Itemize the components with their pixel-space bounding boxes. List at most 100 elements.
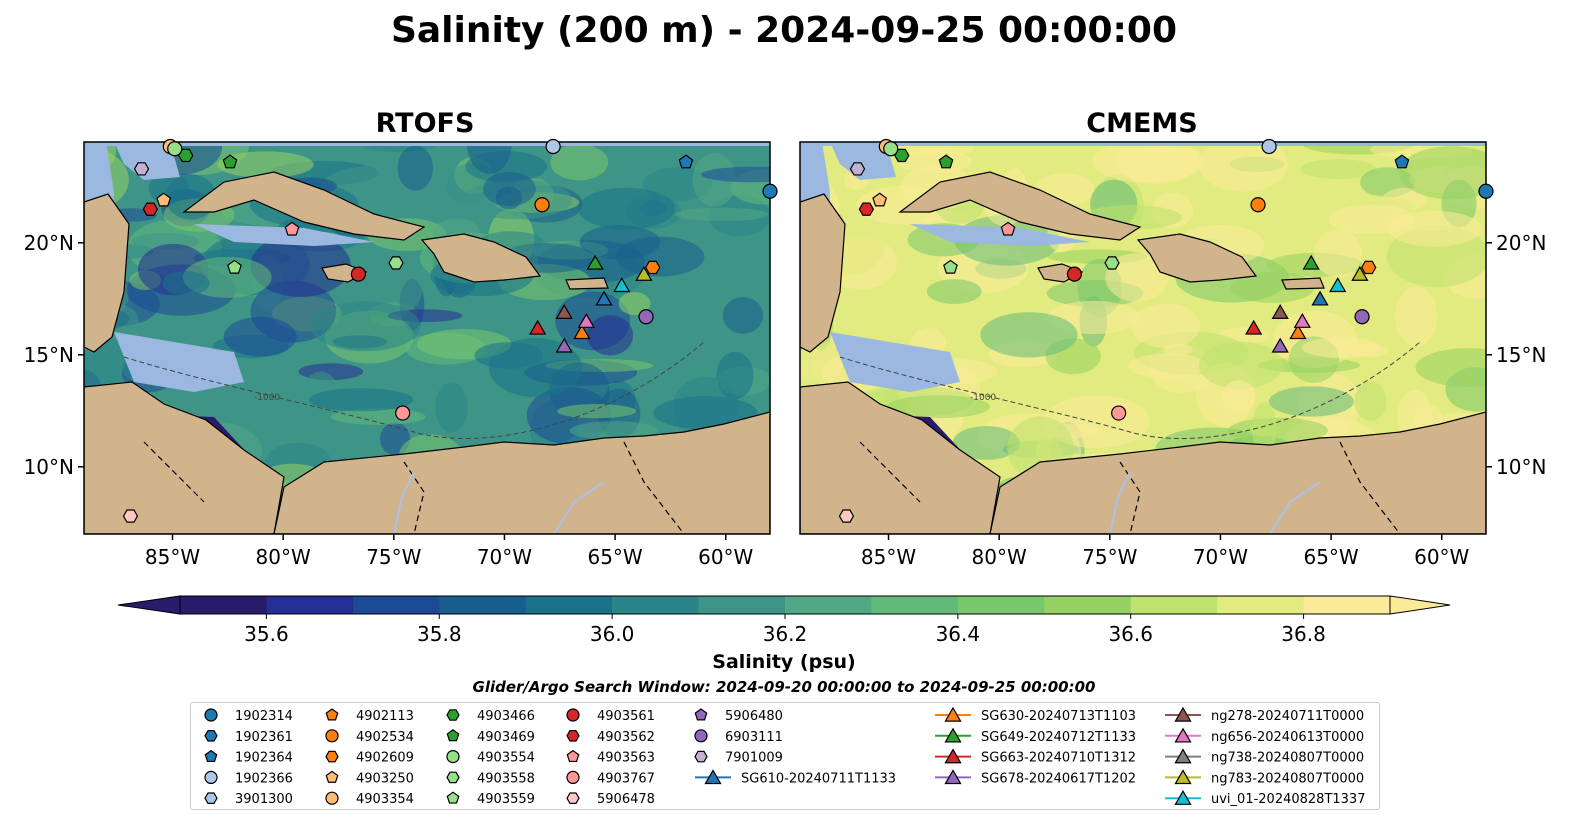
sg610-20240711t1133-marker <box>595 290 613 306</box>
sg663-20240710t1312-legend-marker <box>944 748 962 764</box>
1902366-marker <box>545 138 561 155</box>
legend-item: SG649-20240712T1133 <box>935 727 1136 745</box>
salinity-eddy <box>309 301 421 352</box>
legend-item: 4903250 <box>325 770 414 786</box>
colorbar-tick-label: 36.2 <box>763 622 808 646</box>
legend-label: 6903111 <box>725 730 783 745</box>
x-tick-label: 60°W <box>698 545 753 569</box>
4903563-marker <box>1000 221 1016 236</box>
legend-label: SG663-20240710T1312 <box>981 751 1136 766</box>
x-tick-label: 75°W <box>366 545 421 569</box>
5906480-legend-marker <box>694 708 708 721</box>
legend-label: 5906480 <box>725 709 783 724</box>
4903558-marker <box>388 256 404 270</box>
legend-label: ng278-20240711T0000 <box>1211 709 1364 724</box>
ng656-20240613t0000-marker <box>1293 313 1311 328</box>
rtofs-panel-title: RTOFS <box>376 108 475 139</box>
sg663-20240710t1312-marker <box>1245 319 1263 335</box>
4902534-legend-marker <box>325 729 339 743</box>
legend-label: 4903563 <box>597 751 655 766</box>
cmems-panel: CMEMS -1000 85°W 80°W 75°W 70°W 65°W 60°W 10°N 1… <box>799 108 1546 569</box>
salinity-eddy <box>1058 369 1140 393</box>
salinity-eddy <box>653 396 758 430</box>
salinity-eddy <box>330 408 426 425</box>
4903554-legend-marker <box>446 749 460 764</box>
4903354-legend-marker <box>325 791 339 805</box>
land-area <box>989 411 1486 534</box>
y-tick-label: 15°N <box>1496 343 1546 367</box>
4903563-legend-marker <box>566 749 580 763</box>
6903111-legend-marker <box>694 729 708 743</box>
river <box>1269 481 1321 534</box>
uvi-01-20240828t1337-marker <box>1329 277 1347 293</box>
colorbar-bin <box>698 596 786 614</box>
salinity-eddy <box>577 187 676 230</box>
legend-item: 4903562 <box>566 730 655 745</box>
salinity-eddy <box>308 388 414 412</box>
legend-label: ng656-20240613T0000 <box>1211 730 1364 745</box>
x-tick-label: 85°W <box>861 545 916 569</box>
uvi-01-20240828t1337-legend-marker <box>1174 789 1192 805</box>
4903466-marker <box>894 148 910 163</box>
salinity-eddy <box>1198 341 1283 389</box>
salinity-eddy <box>557 404 636 419</box>
legend-label: SG610-20240711T1133 <box>741 771 896 786</box>
4902534-marker <box>534 197 550 213</box>
legend-label: 4902609 <box>356 751 414 766</box>
salinity-eddy <box>162 270 210 296</box>
shelf-area <box>194 224 374 246</box>
1902364-legend-marker <box>204 749 218 763</box>
x-tick-label: 80°W <box>972 545 1027 569</box>
legend-label: 4903354 <box>356 792 414 807</box>
y-tick-label: 10°N <box>1496 455 1546 479</box>
colorbar-tick-label: 35.6 <box>244 622 289 646</box>
4903562-marker <box>858 202 875 216</box>
legend-item: 1902366 <box>204 770 293 786</box>
legend-label: 4903559 <box>477 792 535 807</box>
x-tick-label: 60°W <box>1414 545 1469 569</box>
colorbar-bin <box>266 596 354 614</box>
salinity-eddy <box>1314 229 1362 278</box>
legend-label: 1902314 <box>235 709 293 724</box>
ng738-20240807t0000-legend-marker <box>1174 748 1192 764</box>
salinity-eddy <box>716 351 754 400</box>
legend-item: 1902364 <box>204 749 293 766</box>
7901009-marker <box>849 162 866 176</box>
legend-label: 1902361 <box>235 730 293 745</box>
salinity-eddy <box>1222 380 1256 412</box>
legend-item: SG678-20240617T1202 <box>935 769 1136 786</box>
sg630-20240713t1103-legend-marker <box>944 706 962 722</box>
colorbar-extend-max <box>1389 595 1451 615</box>
salinity-eddy <box>701 166 770 183</box>
1902364-marker <box>678 154 694 169</box>
4903767-marker <box>1111 405 1127 421</box>
country-border <box>1119 461 1141 534</box>
ng783-20240807t0000-legend-marker <box>1174 769 1192 785</box>
uvi-01-20240828t1337-marker <box>613 277 631 293</box>
colorbar-tick-label: 35.8 <box>417 622 462 646</box>
legend-label: 4903558 <box>477 771 535 786</box>
land-area <box>800 381 1001 534</box>
colorbar-bin <box>785 596 872 614</box>
land-area <box>800 193 846 353</box>
colorbar-tick-label: 36.0 <box>590 622 635 646</box>
legend-item: 4903466 <box>446 709 535 724</box>
y-tick-label: 10°N <box>24 455 74 479</box>
6903111-marker <box>1354 309 1370 325</box>
land-area <box>1281 277 1325 290</box>
legend-item: 4903558 <box>446 771 535 786</box>
legend-item: 4903563 <box>566 749 655 766</box>
salinity-eddy <box>692 153 737 207</box>
salinity-eddy <box>569 421 658 441</box>
5906478-marker <box>838 509 855 523</box>
salinity-eddy <box>1300 159 1377 179</box>
ng656-20240613t0000-legend-marker <box>1174 727 1192 743</box>
sg663-20240710t1312-marker <box>529 319 547 335</box>
ng783-20240807t0000-marker <box>635 265 653 281</box>
shelf-area <box>84 142 770 146</box>
sg678-20240617t1202-marker <box>1271 337 1289 353</box>
4903469-marker <box>222 154 238 169</box>
salinity-eddy <box>1091 142 1205 183</box>
